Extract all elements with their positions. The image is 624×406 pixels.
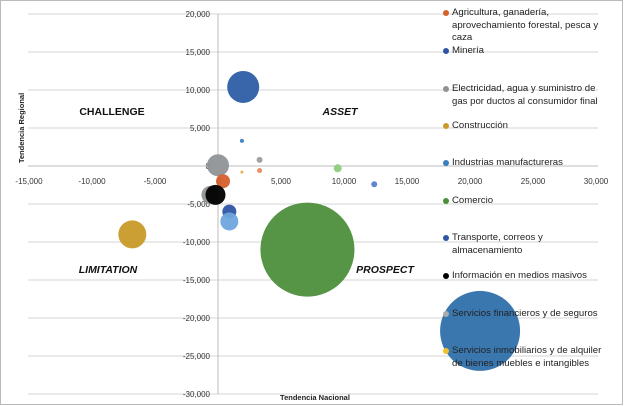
bubble-2 xyxy=(440,290,521,371)
x-tick-label: 15,000 xyxy=(395,177,420,186)
legend-marker xyxy=(443,198,449,204)
legend-label: Electricidad, agua y suministro de gas p… xyxy=(452,83,598,107)
x-tick-label: 5,000 xyxy=(271,177,292,186)
legend-label: Transporte, correos y almacenamiento xyxy=(452,232,543,256)
bubble-13 xyxy=(240,170,244,174)
legend-marker xyxy=(443,10,449,16)
legend-marker xyxy=(443,235,449,241)
legend-label: Agricultura, ganadería, aprovechamiento … xyxy=(452,7,599,43)
legend-item: Industrias manufactureras xyxy=(443,157,613,170)
legend-marker xyxy=(443,86,449,92)
bubble-0 xyxy=(227,70,260,103)
legend-label: Servicios financieros y de seguros xyxy=(452,308,598,319)
bubble-4 xyxy=(207,154,229,177)
y-tick-label: 20,000 xyxy=(186,10,211,19)
legend-label: Minería xyxy=(452,45,484,56)
y-tick-label: -10,000 xyxy=(183,238,211,247)
y-tick-label: -30,000 xyxy=(183,390,211,399)
legend-label: Industrias manufactureras xyxy=(452,157,563,168)
bubble-14 xyxy=(333,164,342,173)
bubble-10 xyxy=(239,138,244,143)
legend-marker xyxy=(443,48,449,54)
legend-item: Servicios inmobiliarios y de alquiler de… xyxy=(443,345,613,370)
legend-label: Construcción xyxy=(452,120,508,131)
bubble-3 xyxy=(118,220,147,249)
bubble-1 xyxy=(260,202,355,297)
x-tick-label: 25,000 xyxy=(521,177,546,186)
y-tick-label: 10,000 xyxy=(186,86,211,95)
legend-label: Información en medios masivos xyxy=(452,270,587,281)
legend-marker xyxy=(443,273,449,279)
x-tick-label: 30,000 xyxy=(584,177,609,186)
y-tick-label: 15,000 xyxy=(186,48,211,57)
bubble-11 xyxy=(256,156,263,163)
bubble-15 xyxy=(371,181,378,188)
legend-item: Servicios financieros y de seguros xyxy=(443,308,613,321)
y-tick-label: -15,000 xyxy=(183,276,211,285)
legend-item: Información en medios masivos xyxy=(443,270,613,283)
legend-item: Minería xyxy=(443,45,613,58)
bubble-7 xyxy=(205,184,226,205)
legend-marker xyxy=(443,160,449,166)
legend-marker xyxy=(443,348,449,354)
legend-item: Electricidad, agua y suministro de gas p… xyxy=(443,83,613,108)
y-tick-label: -5,000 xyxy=(187,200,210,209)
x-tick-label: 10,000 xyxy=(332,177,357,186)
legend-label: Comercio xyxy=(452,195,494,206)
legend-marker xyxy=(443,123,449,129)
legend-item: Comercio xyxy=(443,195,613,208)
y-axis-title: Tendencia Regional xyxy=(17,93,26,163)
y-tick-label: -25,000 xyxy=(183,352,211,361)
legend-item: Construcción xyxy=(443,120,613,133)
quadrant-label-bottom-right: PROSPECT xyxy=(356,264,415,276)
bubble-12 xyxy=(257,168,263,174)
quadrant-label-bottom-left: LIMITATION xyxy=(79,264,138,276)
legend-item: Transporte, correos y almacenamiento xyxy=(443,232,613,257)
y-tick-label: 5,000 xyxy=(190,124,211,133)
quadrant-label-top-left: CHALLENGE xyxy=(79,106,144,118)
bubble-9 xyxy=(220,212,239,231)
legend-marker xyxy=(443,311,449,317)
quadrant-label-top-right: ASSET xyxy=(321,106,359,118)
y-tick-label: -20,000 xyxy=(183,314,211,323)
x-tick-label: -5,000 xyxy=(144,177,167,186)
legend-item: Agricultura, ganadería, aprovechamiento … xyxy=(443,7,613,45)
legend-label: Servicios inmobiliarios y de alquiler de… xyxy=(452,345,602,369)
x-axis-title: Tendencia Nacional xyxy=(280,393,350,402)
x-tick-label: -10,000 xyxy=(78,177,106,186)
x-tick-label: 20,000 xyxy=(458,177,483,186)
x-tick-label: -15,000 xyxy=(15,177,43,186)
bubble-5 xyxy=(216,174,231,189)
